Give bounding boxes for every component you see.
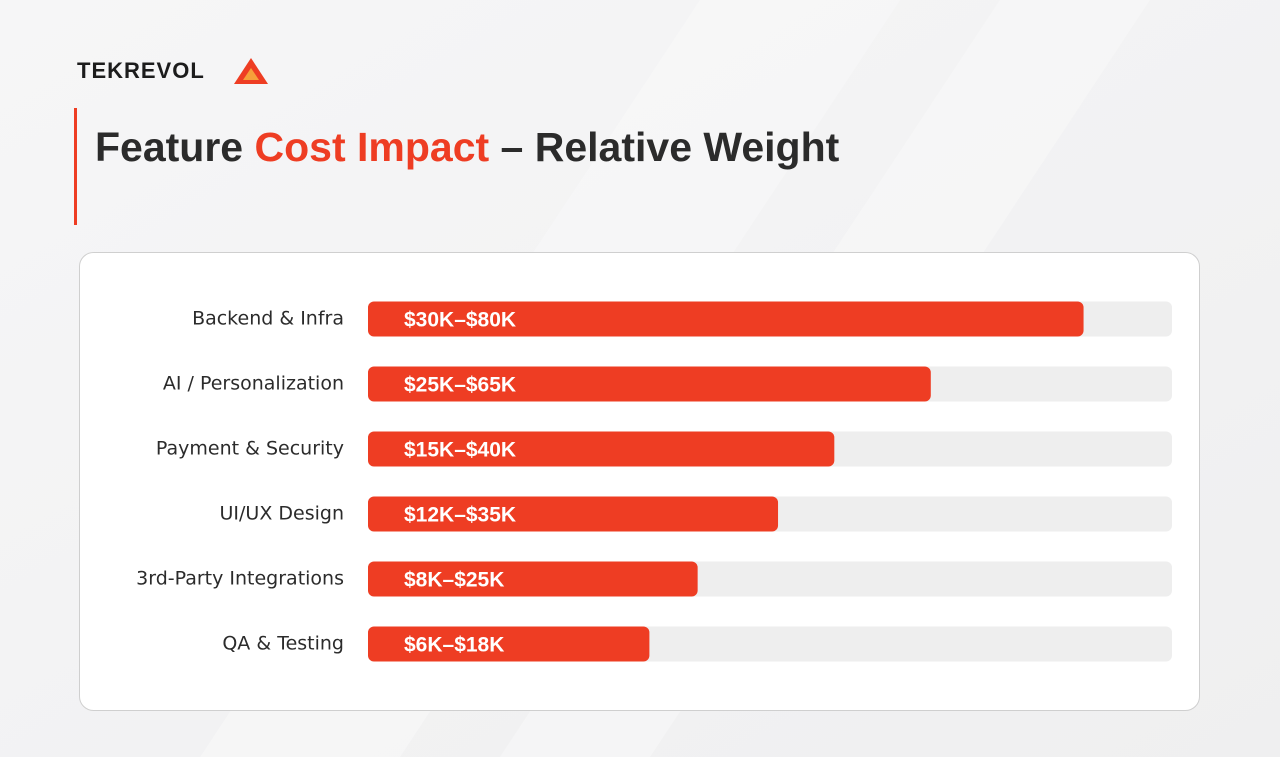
category-label: QA & Testing xyxy=(222,633,344,655)
logo-icon-inner xyxy=(243,68,259,80)
range-label: $25K–$65K xyxy=(404,374,516,397)
title-part: – Relative Weight xyxy=(489,124,839,170)
range-label: $8K–$25K xyxy=(404,569,504,592)
bar xyxy=(368,496,779,532)
title-accent xyxy=(74,108,77,225)
category-label: Backend & Infra xyxy=(192,308,344,330)
bar xyxy=(368,366,931,402)
bar xyxy=(368,626,650,662)
bar xyxy=(368,431,835,467)
logo: TEKREVOL xyxy=(77,58,268,84)
bars: Backend & Infra $30K–$80K AI / Personaliza… xyxy=(136,301,1172,662)
logo-text: TEKREVOL xyxy=(77,58,205,83)
category-label: AI / Personalization xyxy=(163,373,344,395)
category-label: Payment & Security xyxy=(156,438,344,460)
chart-title: Feature Cost Impact – Relative Weight xyxy=(95,124,840,170)
bar xyxy=(368,561,698,597)
range-label: $12K–$35K xyxy=(404,504,516,527)
title-part: Feature xyxy=(95,124,255,170)
bar xyxy=(368,301,1084,337)
range-label: $30K–$80K xyxy=(404,309,516,332)
range-label: $6K–$18K xyxy=(404,634,504,657)
category-label: 3rd-Party Integrations xyxy=(136,568,344,590)
title-part: Cost Impact xyxy=(255,124,490,170)
range-label: $15K–$40K xyxy=(404,439,516,462)
category-label: UI/UX Design xyxy=(220,503,344,525)
